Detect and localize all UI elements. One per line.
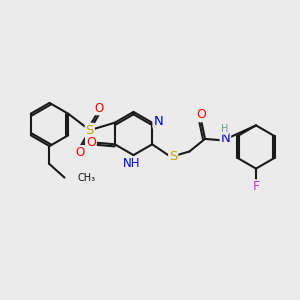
Text: CH₃: CH₃ xyxy=(77,172,95,183)
Text: H: H xyxy=(221,124,228,134)
Text: S: S xyxy=(85,124,94,137)
Text: S: S xyxy=(169,150,177,164)
Text: N: N xyxy=(220,132,230,146)
Text: O: O xyxy=(86,136,96,149)
Text: O: O xyxy=(196,108,206,122)
Text: F: F xyxy=(252,180,260,193)
Text: O: O xyxy=(95,101,104,115)
Text: NH: NH xyxy=(123,157,141,170)
Text: N: N xyxy=(153,115,163,128)
Text: O: O xyxy=(76,146,85,159)
